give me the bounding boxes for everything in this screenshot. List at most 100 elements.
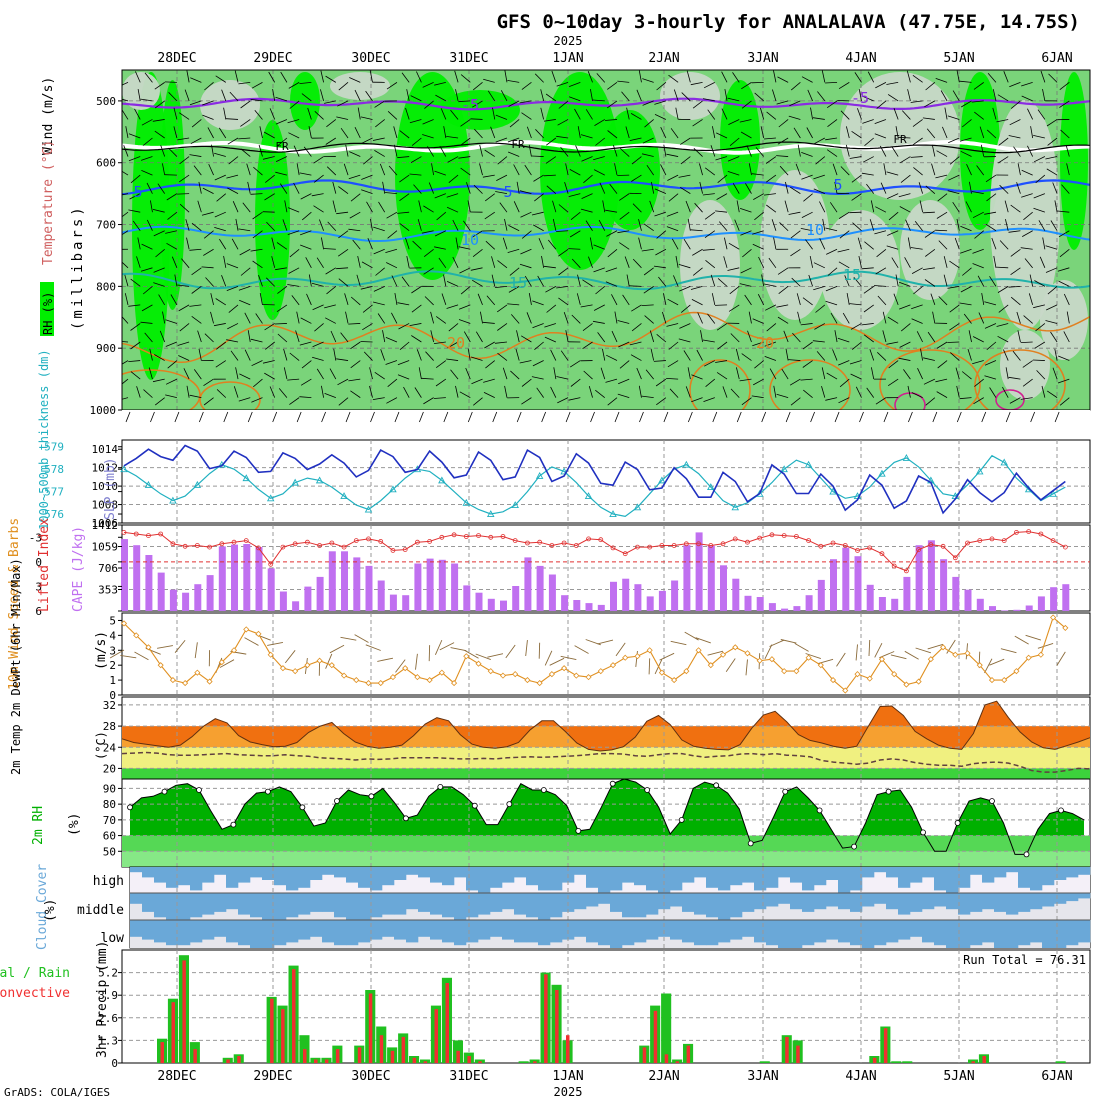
surface-barb xyxy=(516,411,522,423)
upper-wind-barb xyxy=(337,100,349,107)
cloud-bar xyxy=(442,893,455,918)
cloud-bar xyxy=(922,867,935,878)
upper-wind-barb xyxy=(558,204,569,213)
temp-axis-label: 2m Temp 2m DewPt (6hr Min/Max) xyxy=(9,558,23,775)
upper-wind-barb xyxy=(551,70,557,83)
upper-wind-barb xyxy=(288,267,300,274)
cloud-bar xyxy=(574,920,587,937)
wind-speed-marker xyxy=(133,632,140,639)
wind-barb xyxy=(267,641,284,646)
cloud-bar xyxy=(238,893,251,915)
cape-bar xyxy=(768,603,776,611)
rh-marker xyxy=(1023,851,1030,858)
rh-bright-region xyxy=(1060,72,1088,250)
thickness-marker xyxy=(560,467,568,475)
upper-wind-barb xyxy=(748,163,752,176)
slp-tick: 1008 xyxy=(92,499,119,512)
upper-wind-barb xyxy=(826,372,838,380)
cloud-bar xyxy=(442,867,455,886)
upper-wind-barb xyxy=(999,184,1009,194)
upper-wind-barb xyxy=(882,311,887,324)
bottom-date-label: 31DEC xyxy=(449,1069,488,1084)
wind-speed-marker xyxy=(230,647,238,654)
upper-wind-barb xyxy=(545,156,557,164)
upper-wind-barb xyxy=(910,247,923,250)
upper-wind-barb xyxy=(386,262,398,269)
wind-speed-marker xyxy=(829,677,837,684)
wind-speed-marker xyxy=(927,656,934,663)
upper-wind-barb xyxy=(1057,267,1070,272)
upper-wind-barb xyxy=(816,351,826,361)
upper-wind-barb xyxy=(1046,168,1058,176)
upper-wind-barb xyxy=(680,156,691,165)
cloud-bar xyxy=(1018,920,1031,946)
cloud-bar xyxy=(382,893,395,915)
cloud-bar xyxy=(382,867,395,886)
upper-wind-barb xyxy=(760,107,765,120)
cloud-level-middle: middle xyxy=(77,903,124,918)
precip-convective-bar xyxy=(982,1056,986,1063)
upper-wind-barb xyxy=(360,341,373,343)
isotherm-closed-contour xyxy=(974,349,1066,410)
upper-wind-barb xyxy=(679,323,691,329)
upper-wind-barb xyxy=(265,341,275,350)
precip-convective-bar xyxy=(171,1002,175,1063)
lifted-index-marker xyxy=(439,534,445,540)
bottom-date-label: 28DEC xyxy=(157,1069,196,1084)
upper-wind-barb xyxy=(875,206,887,213)
cape-bar xyxy=(341,551,348,611)
upper-wind-barb xyxy=(821,385,826,398)
cape-bars xyxy=(121,532,1070,611)
cape-bar xyxy=(536,565,544,611)
cloud-bar xyxy=(850,893,863,912)
upper-wind-barb xyxy=(669,388,679,398)
upper-wind-barb xyxy=(1061,184,1070,194)
upper-wind-barb xyxy=(350,390,361,398)
upper-wind-barb xyxy=(740,267,752,274)
upper-wind-barb xyxy=(385,360,398,365)
upper-wind-barb xyxy=(607,248,618,258)
upper-wind-barb xyxy=(810,107,813,120)
upper-wind-barb xyxy=(238,397,251,402)
upper-wind-barb xyxy=(1033,304,1045,309)
upper-wind-barb xyxy=(446,206,459,213)
upper-wind-barb xyxy=(1060,129,1070,139)
wind-speed-marker xyxy=(744,650,751,657)
top-date-label: 6JAN xyxy=(1041,51,1072,66)
upper-wind-barb xyxy=(494,341,508,344)
upper-wind-barb xyxy=(458,304,471,310)
upper-wind-barb xyxy=(532,323,544,329)
upper-wind-barb xyxy=(752,341,764,347)
isotherm-closed-contour xyxy=(879,349,981,410)
upper-wind-barb xyxy=(122,378,129,385)
upper-wind-barb xyxy=(863,286,874,294)
upper-wind-barb xyxy=(422,119,434,125)
cloud-bar xyxy=(766,867,779,888)
wind-barb xyxy=(855,644,858,661)
wind-barb xyxy=(707,650,724,656)
cape-bar xyxy=(255,547,263,611)
upper-wind-barb xyxy=(122,170,129,176)
upper-wind-barb xyxy=(379,163,386,176)
upper-wind-barb xyxy=(997,94,1009,102)
thickness-marker xyxy=(438,476,446,484)
cloud-level-high: high xyxy=(93,874,124,889)
upper-wind-barb xyxy=(875,397,887,405)
wind-barb xyxy=(194,642,198,659)
upper-wind-barb xyxy=(629,285,642,287)
upper-wind-barb xyxy=(1028,293,1034,306)
upper-wind-barb xyxy=(1052,367,1058,380)
rh-marker xyxy=(678,817,685,823)
upper-wind-barb xyxy=(373,301,385,306)
cape-bar xyxy=(353,557,361,611)
upper-wind-barb xyxy=(675,255,679,268)
upper-wind-barb xyxy=(851,130,862,139)
pressure-tick: 900 xyxy=(96,342,116,355)
upper-wind-barb xyxy=(903,369,911,380)
cloud-bar xyxy=(1042,893,1055,907)
upper-wind-barb xyxy=(467,348,471,361)
upper-wind-barb xyxy=(681,92,691,102)
lifted-index-marker xyxy=(304,539,310,545)
upper-wind-barb xyxy=(409,173,422,176)
